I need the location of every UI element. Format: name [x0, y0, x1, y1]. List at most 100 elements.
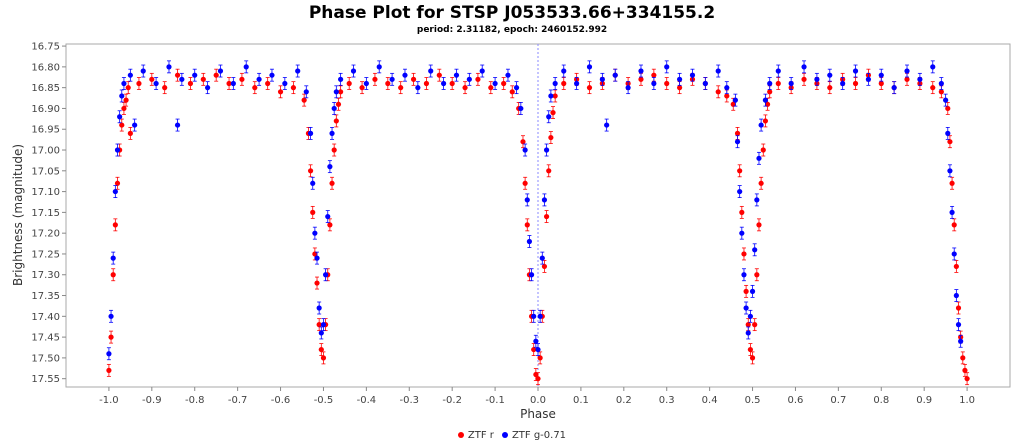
- data-point: [449, 80, 455, 87]
- data-point: [453, 72, 460, 78]
- data-point: [724, 93, 730, 99]
- data-point: [509, 89, 515, 95]
- data-point: [561, 68, 567, 74]
- data-point: [320, 355, 327, 361]
- data-point: [174, 72, 181, 78]
- data-point: [754, 197, 760, 203]
- chart-subtitle: period: 2.31182, epoch: 2460152.992: [416, 25, 608, 35]
- data-point: [329, 130, 335, 136]
- data-point: [136, 80, 142, 87]
- data-point: [108, 334, 114, 340]
- data-point: [462, 85, 468, 91]
- data-point: [775, 80, 781, 87]
- data-point: [758, 122, 764, 128]
- data-point: [127, 130, 133, 136]
- data-point: [265, 80, 271, 87]
- data-point: [441, 80, 447, 87]
- data-point: [290, 85, 297, 91]
- data-point: [488, 85, 494, 91]
- data-point: [604, 122, 610, 128]
- data-point: [174, 122, 181, 128]
- data-point: [951, 251, 957, 257]
- data-point: [166, 64, 172, 70]
- y-tick-label: 17.40: [31, 312, 60, 323]
- x-tick-label: -0.2: [442, 395, 462, 406]
- data-point: [325, 213, 331, 220]
- data-point: [543, 213, 550, 220]
- x-tick-label: 0.5: [745, 395, 761, 406]
- data-point: [955, 305, 962, 311]
- data-point: [200, 76, 206, 82]
- data-point: [282, 80, 288, 87]
- data-point: [762, 97, 769, 103]
- data-point: [664, 80, 670, 87]
- x-tick-label: -0.8: [185, 395, 205, 406]
- data-point: [739, 230, 745, 236]
- data-point: [945, 130, 951, 136]
- data-point: [312, 251, 318, 257]
- data-point: [269, 72, 275, 78]
- data-point: [734, 130, 741, 136]
- data-point: [827, 72, 833, 78]
- data-point: [904, 68, 910, 74]
- data-point: [930, 64, 936, 70]
- data-point: [677, 85, 683, 91]
- data-point: [964, 376, 970, 382]
- data-point: [715, 68, 721, 74]
- x-tick-label: -0.3: [400, 395, 420, 406]
- data-point: [389, 76, 395, 82]
- data-point: [123, 97, 129, 103]
- x-tick-label: -0.9: [142, 395, 162, 406]
- data-point: [756, 155, 762, 161]
- y-tick-label: 17.10: [31, 187, 60, 198]
- data-point: [301, 97, 307, 103]
- data-point: [475, 76, 481, 82]
- data-point: [385, 80, 391, 87]
- data-point: [752, 247, 758, 253]
- data-point: [764, 101, 771, 107]
- data-point: [943, 97, 949, 103]
- data-point: [552, 80, 558, 87]
- y-axis-label: Brightness (magnitude): [11, 144, 25, 286]
- y-tick-label: 16.75: [31, 42, 60, 53]
- data-point: [548, 93, 554, 99]
- data-point: [533, 338, 539, 344]
- data-point: [252, 85, 258, 91]
- data-point: [121, 105, 127, 112]
- data-point: [840, 80, 846, 87]
- data-point: [552, 93, 558, 99]
- x-tick-label: 0.6: [788, 395, 804, 406]
- data-point: [741, 251, 747, 257]
- data-point: [350, 68, 357, 74]
- y-tick-label: 17.50: [31, 353, 60, 364]
- data-point: [110, 255, 116, 261]
- data-point: [359, 85, 365, 91]
- data-point: [535, 346, 541, 353]
- data-point: [550, 110, 556, 116]
- data-point: [745, 322, 751, 328]
- data-point: [743, 288, 749, 294]
- data-point: [677, 76, 683, 82]
- data-point: [192, 72, 198, 78]
- data-point: [689, 72, 696, 78]
- data-point: [277, 89, 284, 95]
- data-point: [518, 105, 524, 112]
- data-point: [119, 122, 125, 128]
- data-point: [505, 72, 511, 78]
- data-point: [119, 93, 125, 99]
- data-point: [149, 76, 155, 82]
- data-point: [938, 89, 944, 95]
- data-point: [546, 168, 552, 174]
- x-tick-label: -0.1: [485, 395, 505, 406]
- legend: ZTF r ZTF g-0.71: [0, 430, 1024, 441]
- x-tick-label: -0.6: [271, 395, 291, 406]
- data-point: [531, 346, 537, 353]
- data-point: [747, 346, 754, 353]
- data-point: [749, 288, 756, 294]
- y-tick-label: 16.85: [31, 83, 60, 94]
- data-point: [179, 76, 185, 82]
- data-point: [758, 180, 764, 186]
- legend-label: ZTF r: [467, 430, 494, 441]
- data-point: [372, 76, 378, 82]
- y-tick-label: 17.20: [31, 229, 60, 240]
